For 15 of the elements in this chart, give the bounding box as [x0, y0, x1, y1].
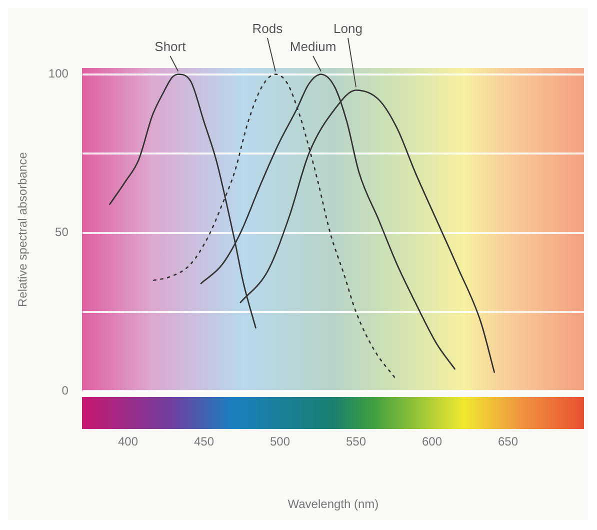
x-tick-label: 650 [498, 434, 518, 449]
x-tick-label: 400 [118, 434, 138, 449]
x-tick-label: 550 [346, 434, 366, 449]
y-tick-label: 50 [55, 225, 69, 240]
y-tick-label: 0 [62, 384, 69, 398]
text: Rods [252, 21, 284, 36]
y-tick-label: 100 [48, 66, 69, 81]
x-tick-label: 500 [270, 434, 290, 449]
series-label: Short [154, 39, 186, 54]
x-tick-label: 600 [422, 434, 442, 449]
x-tick-label: 450 [194, 434, 214, 449]
series-label: Medium [290, 39, 336, 54]
x-axis-title: Wavelength (nm) [288, 497, 379, 512]
y-axis-title: Relative spectral absorbance [16, 152, 30, 307]
text: Long [334, 21, 362, 36]
